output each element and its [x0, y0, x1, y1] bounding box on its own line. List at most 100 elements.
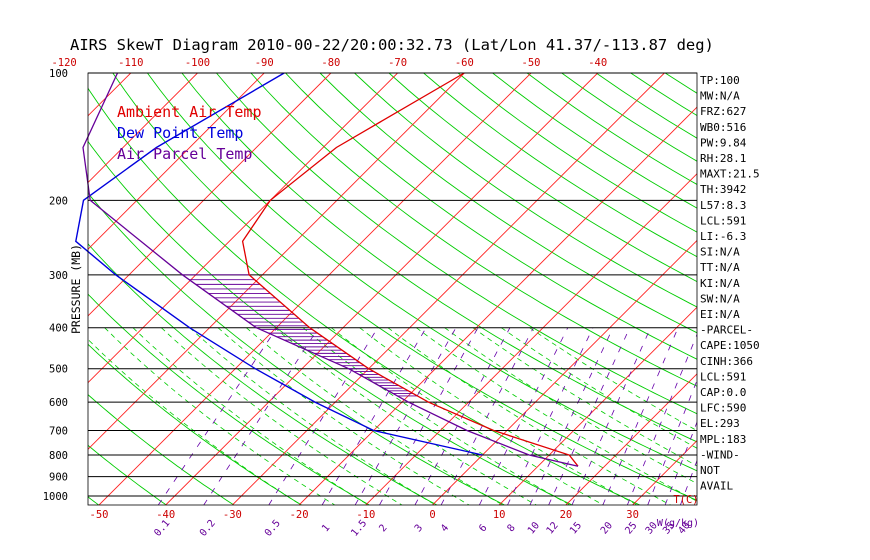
dry-adiabat-line [285, 73, 697, 360]
series-line-ambient [241, 72, 579, 467]
mixing-ratio-line [268, 327, 379, 505]
isotherm-line [432, 239, 697, 505]
index-value: TH:3942 [700, 183, 746, 196]
dry-adiabat-line [319, 73, 697, 334]
pressure-tick-label: 1000 [43, 491, 68, 503]
plot-border [87, 72, 698, 506]
dry-adiabat-line [216, 73, 697, 415]
series-line-dewpoint [75, 72, 483, 456]
bottom-temp-tick-label: -50 [90, 509, 109, 521]
pressure-tick-label: 100 [49, 68, 68, 80]
moist-adiabat-line [359, 327, 638, 505]
index-value: LCL:591 [700, 214, 746, 227]
top-temp-tick-label: -110 [118, 57, 143, 69]
dry-adiabat-line [388, 73, 697, 283]
mixing-ratio-line [379, 327, 479, 505]
dry-adiabat-line [803, 73, 870, 505]
index-value: TP:100 [700, 74, 740, 87]
pressure-tick-label: 700 [49, 426, 68, 438]
dry-adiabat-line [88, 394, 235, 505]
index-value: SI:N/A [700, 246, 740, 259]
isotherm-line [88, 73, 132, 117]
dry-adiabat-line [838, 73, 870, 505]
index-value: EI:N/A [700, 308, 740, 321]
mixing-ratio-line [354, 327, 457, 505]
isotherm-line [0, 73, 64, 505]
top-temp-tick-label: -90 [255, 57, 274, 69]
mixing-ratio-label: 4 [439, 523, 451, 535]
mixing-ratio-label: 0.2 [198, 518, 218, 539]
index-value: RH:28.1 [700, 152, 746, 165]
top-temp-tick-label: -100 [185, 57, 210, 69]
mixing-ratio-label: 1.5 [349, 518, 369, 539]
y-axis-label: PRESSURE (MB) [69, 244, 83, 334]
mixing-ratio-label: 3 [413, 523, 425, 535]
dry-adiabat-line [112, 73, 697, 501]
top-temp-tick-label: -120 [51, 57, 76, 69]
cape-hatch [182, 274, 418, 397]
mixing-ratio-line [529, 327, 614, 505]
bottom-temp-tick-label: -10 [356, 509, 375, 521]
mixing-ratio-line [479, 327, 569, 505]
index-value: WB0:516 [700, 121, 746, 134]
top-temp-tick-label: -80 [321, 57, 340, 69]
mixing-ratio-label: 2 [377, 523, 389, 535]
index-value: MPL:183 [700, 433, 746, 446]
moist-adiabat-line [416, 327, 697, 502]
mixing-ratio-line [507, 327, 594, 505]
dry-adiabat-line [457, 73, 697, 233]
bottom-temp-tick-label: -30 [223, 509, 242, 521]
moist-adiabat-line [104, 327, 335, 505]
mixing-ratio-label: 1 [320, 523, 332, 535]
top-temp-tick-label: -40 [588, 57, 607, 69]
mixing-ratio-label: 10 [526, 520, 542, 536]
isotherm-line [88, 73, 332, 317]
moist-adiabat-line [302, 327, 571, 505]
dry-adiabat-line [250, 73, 697, 387]
index-value: LI:-6.3 [700, 230, 746, 243]
series-line-parcel [82, 72, 579, 467]
dry-adiabat-line [492, 73, 697, 209]
mixing-ratio-label: 15 [568, 520, 584, 536]
isotherm-line [498, 306, 697, 505]
top-temp-tick-label: -60 [455, 57, 474, 69]
index-value: L57:8.3 [700, 199, 746, 212]
moist-adiabat-line [88, 338, 302, 505]
mixing-ratio-line [321, 327, 427, 505]
dry-adiabat-line [88, 343, 302, 505]
mixing-ratio-line [203, 327, 319, 505]
moist-adiabat-line [132, 327, 369, 505]
isotherm-line [232, 73, 665, 505]
isotherm-line [88, 73, 265, 250]
dry-adiabat-line [734, 73, 870, 505]
dry-adiabat-line [181, 73, 697, 443]
mixing-ratio-label: 0.1 [152, 518, 172, 539]
index-value: -WIND- [700, 448, 740, 461]
dry-adiabat-line [354, 73, 697, 308]
pressure-tick-label: 900 [49, 472, 68, 484]
isotherm-line [165, 73, 599, 505]
dry-adiabat-line [88, 444, 167, 505]
bottom-temp-tick-label: 0 [429, 509, 435, 521]
mixing-ratio-line [548, 327, 631, 505]
isotherm-line [833, 73, 870, 505]
moist-adiabat-line [444, 327, 697, 485]
mixing-ratio-line [680, 459, 697, 505]
pressure-tick-label: 600 [49, 397, 68, 409]
moist-adiabat-line [189, 327, 436, 505]
mixing-ratio-line [440, 327, 534, 505]
moist-adiabat-line [529, 327, 697, 432]
index-value: CAPE:1050 [700, 339, 760, 352]
dry-adiabat-line [88, 192, 505, 505]
index-value: NOT [700, 464, 720, 477]
dry-adiabat-line [769, 73, 870, 505]
mixing-ratio-line [647, 379, 697, 505]
index-value: -PARCEL- [700, 324, 753, 337]
index-value: MW:N/A [700, 90, 740, 103]
dry-adiabat-line [423, 73, 697, 258]
moist-adiabat-line [501, 327, 697, 449]
grid-lines [0, 73, 870, 505]
dry-adiabat-line [88, 293, 370, 505]
index-value: CAP:0.0 [700, 386, 746, 399]
